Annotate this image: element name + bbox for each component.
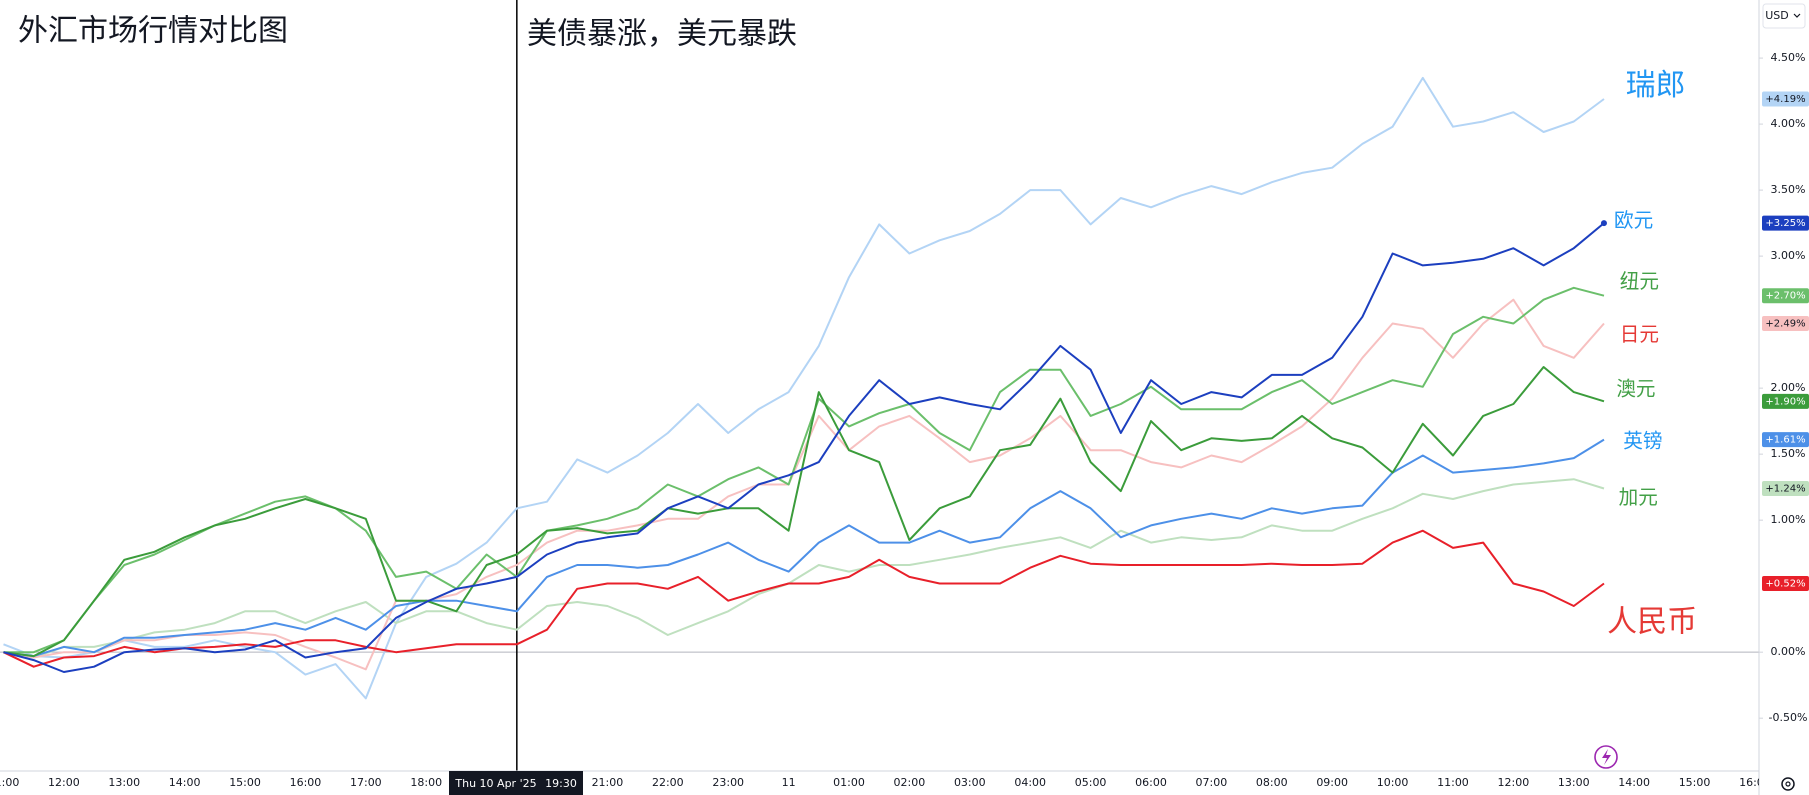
series-name: 人民币 bbox=[1607, 604, 1697, 639]
series-line bbox=[3, 478, 1605, 659]
value-tag bbox=[1762, 288, 1809, 304]
y-tick-label: 2.00% bbox=[1771, 381, 1806, 394]
y-tick-label: 3.50% bbox=[1771, 183, 1806, 196]
crosshair-time: 19:30 bbox=[545, 777, 577, 790]
x-tick-label: 07:00 bbox=[1196, 776, 1228, 789]
x-tick-label: 09:00 bbox=[1316, 776, 1348, 789]
value-tag-label: +2.49% bbox=[1765, 318, 1805, 329]
x-tick-label: 10:00 bbox=[1377, 776, 1409, 789]
x-tick-label: 06:00 bbox=[1135, 776, 1167, 789]
x-tick-label: 12:00 bbox=[48, 776, 80, 789]
x-tick-label: 12:00 bbox=[1498, 776, 1530, 789]
series-line bbox=[3, 286, 1605, 654]
series-name: 英镑 bbox=[1623, 429, 1662, 452]
x-tick-label: 15:00 bbox=[1679, 776, 1711, 789]
series-name: 欧元 bbox=[1614, 209, 1653, 232]
x-tick-label: 03:00 bbox=[954, 776, 986, 789]
series-name: 日元 bbox=[1620, 323, 1659, 346]
value-tag-label: +4.19% bbox=[1765, 94, 1805, 105]
series-line bbox=[3, 366, 1605, 658]
lightning-icon[interactable] bbox=[1594, 745, 1618, 769]
value-tag-label: +2.70% bbox=[1765, 291, 1805, 302]
value-tag bbox=[1762, 480, 1809, 496]
x-tick-label: 17:00 bbox=[350, 776, 382, 789]
y-tick-label: 1.00% bbox=[1771, 513, 1806, 526]
series-name: 瑞郎 bbox=[1626, 68, 1686, 103]
value-tag-label: +1.24% bbox=[1765, 483, 1805, 494]
gear-hole[interactable] bbox=[1785, 781, 1791, 787]
value-tag bbox=[1762, 215, 1809, 231]
x-tick-label: 14:00 bbox=[169, 776, 201, 789]
value-tag bbox=[1762, 393, 1809, 409]
value-tag-label: +1.90% bbox=[1765, 396, 1805, 407]
currency-button[interactable] bbox=[1762, 3, 1806, 29]
series-line bbox=[3, 298, 1605, 671]
x-tick-label: 18:00 bbox=[410, 776, 442, 789]
x-tick-label: 14:00 bbox=[1618, 776, 1650, 789]
y-tick-label: 3.00% bbox=[1771, 249, 1806, 262]
x-tick-label: 04:00 bbox=[1014, 776, 1046, 789]
x-tick-label: 11:00 bbox=[1437, 776, 1469, 789]
plot-area bbox=[0, 0, 1759, 771]
x-tick-label: 23:00 bbox=[712, 776, 744, 789]
value-tag bbox=[1762, 315, 1809, 331]
value-tag-label: +0.52% bbox=[1765, 579, 1805, 590]
value-tag bbox=[1762, 91, 1809, 107]
value-tag-label: +1.61% bbox=[1765, 435, 1805, 446]
x-tick-label: 21:00 bbox=[592, 776, 624, 789]
y-tick-label: -0.50% bbox=[1769, 711, 1808, 724]
last-point bbox=[1600, 220, 1607, 227]
currency-label[interactable]: USD bbox=[1765, 9, 1789, 22]
y-tick-label: 4.50% bbox=[1771, 51, 1806, 64]
x-tick-label: 16:00 bbox=[290, 776, 322, 789]
x-tick-label: 16:00 bbox=[1739, 776, 1771, 789]
x-tick-label: 08:00 bbox=[1256, 776, 1288, 789]
series-line bbox=[3, 222, 1605, 673]
x-tick-label: 02:00 bbox=[894, 776, 926, 789]
x-axis: 11:00 12:00 13:00 14:00 15:00 16:00 17:00 18:00… bbox=[0, 776, 1771, 789]
x-tick-label: 11 bbox=[782, 776, 796, 789]
series-name: 纽元 bbox=[1620, 270, 1659, 293]
x-tick-label: 13:00 bbox=[1558, 776, 1590, 789]
lightning-bolt[interactable] bbox=[1602, 749, 1611, 765]
y-tick-label: 0.00% bbox=[1771, 645, 1806, 658]
y-tick-label: 4.00% bbox=[1771, 117, 1806, 130]
series-name: 澳元 bbox=[1616, 377, 1655, 400]
x-tick-label: 05:00 bbox=[1075, 776, 1107, 789]
crosshair-date: Thu 10 Apr '25 bbox=[454, 777, 536, 790]
settings-icon[interactable] bbox=[1781, 777, 1795, 791]
y-tick-label: 1.50% bbox=[1771, 447, 1806, 460]
series-line bbox=[3, 76, 1605, 700]
series-name: 加元 bbox=[1619, 486, 1658, 509]
series-line bbox=[3, 529, 1605, 668]
value-tag bbox=[1762, 576, 1809, 592]
value-tag bbox=[1762, 432, 1809, 448]
x-tick-label: 11:00 bbox=[0, 776, 19, 789]
gear[interactable] bbox=[1781, 777, 1795, 791]
crosshair-label-box bbox=[449, 771, 583, 795]
x-tick-label: 01:00 bbox=[833, 776, 865, 789]
x-tick-label: 22:00 bbox=[652, 776, 684, 789]
currency-caret bbox=[1793, 13, 1801, 18]
series-line bbox=[3, 438, 1605, 658]
chart-subtitle: 美债暴涨，美元暴跌 bbox=[527, 17, 797, 52]
x-tick-label: 13:00 bbox=[108, 776, 140, 789]
value-tag-label: +3.25% bbox=[1765, 218, 1805, 229]
x-tick-label: 15:00 bbox=[229, 776, 261, 789]
chart-title: 外汇市场行情对比图 bbox=[18, 14, 288, 49]
